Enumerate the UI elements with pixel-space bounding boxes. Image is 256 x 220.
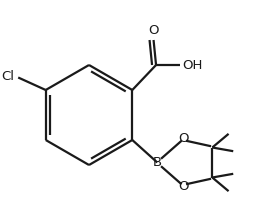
Text: B: B [153,156,162,169]
Text: O: O [178,180,189,193]
Text: O: O [148,24,159,37]
Text: Cl: Cl [2,70,14,83]
Text: O: O [178,132,189,145]
Text: OH: OH [182,59,203,72]
